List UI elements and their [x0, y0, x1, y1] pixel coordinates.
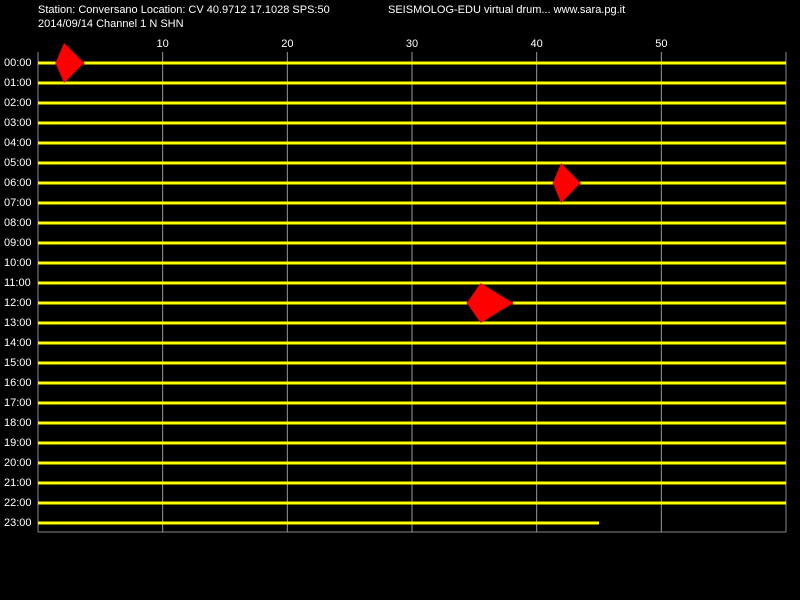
row-label: 13:00	[4, 317, 32, 329]
row-label: 12:00	[4, 297, 32, 309]
row-label: 10:00	[4, 257, 32, 269]
row-label: 04:00	[4, 137, 32, 149]
row-label: 22:00	[4, 497, 32, 509]
row-label: 08:00	[4, 217, 32, 229]
x-tick-label: 10	[157, 38, 169, 50]
row-label: 16:00	[4, 377, 32, 389]
row-label: 11:00	[4, 277, 31, 289]
row-label: 02:00	[4, 97, 32, 109]
row-label: 14:00	[4, 337, 32, 349]
row-label: 05:00	[4, 157, 32, 169]
chart-title: Station: Conversano Location: CV 40.9712…	[38, 4, 330, 16]
source: SEISMOLOG-EDU virtual drum... www.sara.p…	[388, 4, 625, 16]
row-label: 17:00	[4, 397, 32, 409]
chart-subtitle: 2014/09/14 Channel 1 N SHN	[38, 18, 184, 30]
x-tick-label: 20	[281, 38, 293, 50]
row-label: 06:00	[4, 177, 32, 189]
row-label: 23:00	[4, 517, 32, 529]
x-tick-label: 40	[531, 38, 543, 50]
row-label: 01:00	[4, 77, 32, 89]
row-label: 21:00	[4, 477, 32, 489]
row-label: 03:00	[4, 117, 32, 129]
row-label: 15:00	[4, 357, 32, 369]
x-tick-label: 50	[655, 38, 667, 50]
row-label: 00:00	[4, 57, 32, 69]
row-label: 07:00	[4, 197, 32, 209]
row-label: 09:00	[4, 237, 32, 249]
row-label: 20:00	[4, 457, 32, 469]
row-label: 18:00	[4, 417, 32, 429]
row-label: 19:00	[4, 437, 32, 449]
x-tick-label: 30	[406, 38, 418, 50]
